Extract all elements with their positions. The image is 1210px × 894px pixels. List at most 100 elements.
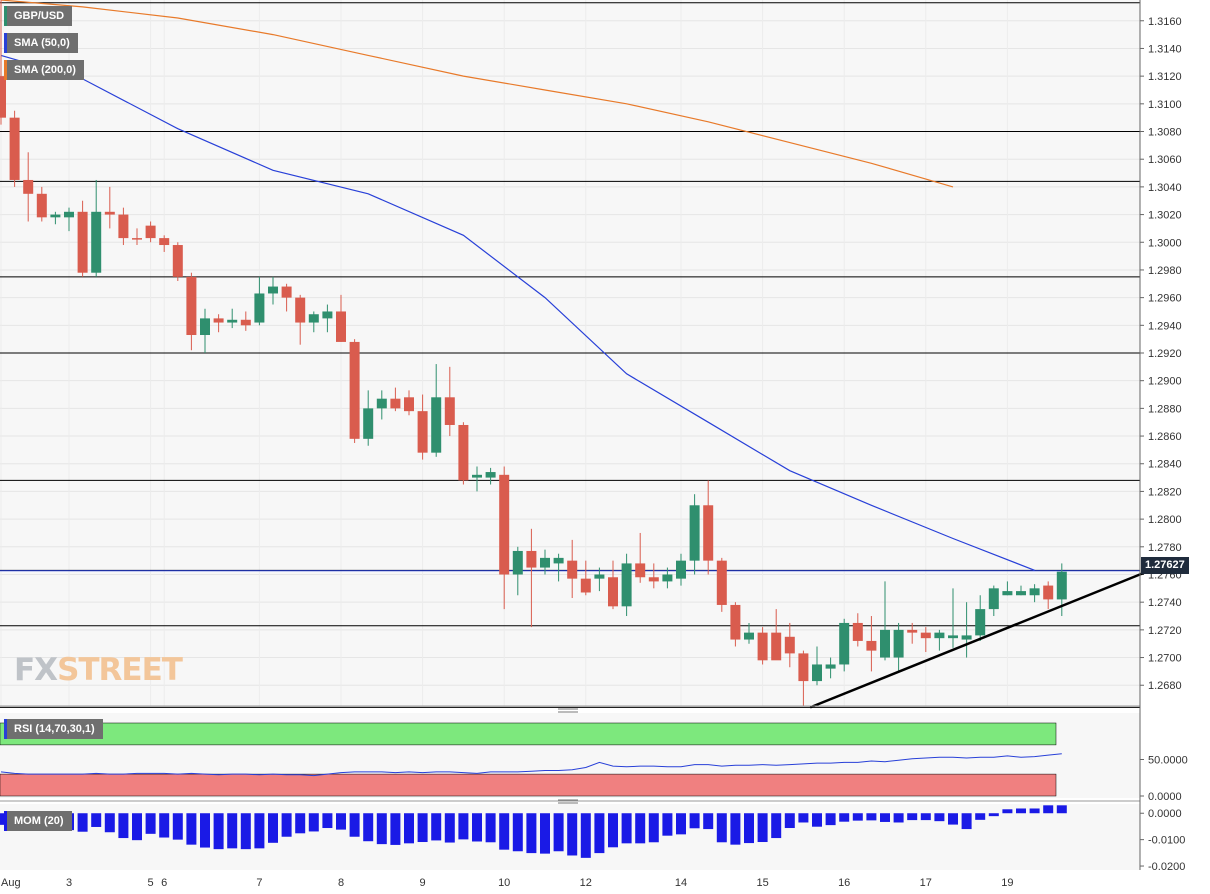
candle-body xyxy=(322,311,333,319)
candle-body xyxy=(0,76,6,118)
mom-bar xyxy=(1016,808,1026,814)
legend-symbol[interactable]: GBP/USD xyxy=(4,6,73,26)
candle-body xyxy=(64,211,74,218)
mom-bar xyxy=(118,813,129,839)
mom-y-tick-label: 0.0000 xyxy=(1148,808,1182,820)
candle-body xyxy=(648,577,659,582)
candle-body xyxy=(825,664,836,669)
candle-body xyxy=(159,238,170,246)
candle-body xyxy=(839,622,850,665)
mom-bar xyxy=(893,813,904,823)
candle-body xyxy=(376,398,387,409)
candle-body xyxy=(866,640,877,651)
candle-body xyxy=(145,225,156,239)
candle-body xyxy=(689,505,700,561)
main-y-tick-label: 1.2840 xyxy=(1148,459,1182,471)
candle-body xyxy=(104,211,115,215)
mom-bar xyxy=(159,813,170,838)
main-y-tick-label: 1.3000 xyxy=(1148,237,1182,249)
candle-body xyxy=(580,578,591,593)
candle-body xyxy=(227,319,238,323)
candle-body xyxy=(553,557,564,564)
candle-body xyxy=(621,563,632,607)
candle-body xyxy=(757,632,768,661)
mom-bar xyxy=(512,813,523,852)
candle-body xyxy=(404,397,414,412)
candle-body xyxy=(798,653,809,682)
mom-bar xyxy=(417,813,428,843)
mom-bar xyxy=(730,813,741,845)
legend-rsi-label: RSI (14,70,30,1) xyxy=(14,723,95,735)
rsi-line xyxy=(0,753,1062,777)
main-y-tick-label: 1.2820 xyxy=(1148,486,1182,498)
fxstreet-logo: FXSTREET xyxy=(14,652,183,688)
candle-body xyxy=(948,635,958,639)
mom-bar xyxy=(553,813,564,852)
legend-sma50-label: SMA (50,0) xyxy=(14,37,70,49)
mom-bar xyxy=(852,813,863,821)
candle-body xyxy=(880,629,890,658)
main-y-tick-label: 1.3060 xyxy=(1148,154,1182,166)
mom-bar xyxy=(295,813,306,834)
main-y-tick-label: 1.2800 xyxy=(1148,514,1182,526)
candle-body xyxy=(36,193,47,218)
mom-bar xyxy=(431,813,442,841)
x-axis-label: 9 xyxy=(420,877,426,889)
mom-bar xyxy=(322,813,333,829)
candle-body xyxy=(676,560,686,579)
candle-body xyxy=(254,293,265,323)
candle-body xyxy=(118,214,129,239)
last-price-tag: 1.27627 xyxy=(1141,557,1189,574)
main-y-tick-label: 1.2900 xyxy=(1148,376,1182,388)
candle-body xyxy=(240,319,251,326)
mom-bar xyxy=(703,813,714,830)
mom-bar xyxy=(458,813,469,840)
legend-mom-label: MOM (20) xyxy=(14,815,64,827)
x-axis-label: 14 xyxy=(675,877,687,889)
sma50-line xyxy=(0,54,1035,571)
candle-body xyxy=(200,318,210,336)
mom-bar xyxy=(145,813,156,834)
mom-bar xyxy=(934,813,945,822)
x-axis-label: 12 xyxy=(580,877,592,889)
main-y-tick-label: 1.3160 xyxy=(1148,16,1182,28)
mom-y-tick-label: -0.0200 xyxy=(1148,861,1185,873)
mom-bar xyxy=(608,813,618,848)
legend-symbol-label: GBP/USD xyxy=(14,10,65,22)
mom-bar xyxy=(812,813,822,827)
candle-body xyxy=(1056,571,1067,600)
candle-body xyxy=(608,577,618,607)
legend-rsi[interactable]: RSI (14,70,30,1) xyxy=(4,719,103,739)
mom-bar xyxy=(716,813,727,843)
legend-sma200[interactable]: SMA (200,0) xyxy=(4,60,84,80)
candle-body xyxy=(23,179,34,194)
mom-bar xyxy=(839,813,850,822)
main-y-tick-label: 1.2880 xyxy=(1148,403,1182,415)
candle-body xyxy=(1043,585,1054,600)
mom-bar xyxy=(268,813,278,843)
x-axis-label: Aug xyxy=(1,877,21,889)
main-y-tick-label: 1.2980 xyxy=(1148,265,1182,277)
mom-bar xyxy=(920,813,931,821)
candle-body xyxy=(308,314,319,323)
candle-body xyxy=(934,632,945,639)
main-y-tick-label: 1.2940 xyxy=(1148,320,1182,332)
mom-y-tick-label: -0.0100 xyxy=(1148,835,1185,847)
candle-body xyxy=(920,632,931,639)
candle-body xyxy=(961,635,972,640)
legend-mom[interactable]: MOM (20) xyxy=(4,811,72,831)
x-axis-label: 7 xyxy=(256,877,262,889)
candle-body xyxy=(662,574,673,582)
candle-body xyxy=(526,550,537,568)
mom-bar xyxy=(499,813,510,850)
rsi-oversold-band xyxy=(0,773,1057,797)
candle-body xyxy=(132,238,142,240)
candle-body xyxy=(1016,591,1026,596)
legend-sma50[interactable]: SMA (50,0) xyxy=(4,33,78,53)
candle-body xyxy=(91,211,102,273)
mom-bar xyxy=(172,813,183,840)
mom-bar xyxy=(567,813,578,856)
x-axis-label: 6 xyxy=(161,877,167,889)
logo-street: STREET xyxy=(57,652,183,688)
mom-bar xyxy=(635,813,646,844)
